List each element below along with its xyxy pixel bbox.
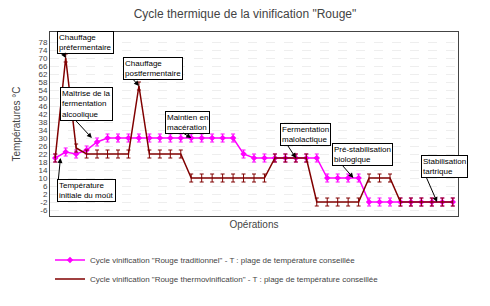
svg-text:Maintien enmacération: Maintien enmacération: [167, 113, 208, 132]
svg-text:66: 66: [38, 62, 47, 71]
svg-text:42: 42: [38, 110, 47, 119]
svg-text:Températureinitiale du moût: Températureinitiale du moût: [59, 181, 114, 200]
svg-text:Stabilisationtartrique: Stabilisationtartrique: [423, 157, 466, 176]
svg-text:Chauffagepostfermentaire: Chauffagepostfermentaire: [125, 59, 181, 78]
svg-text:46: 46: [38, 102, 47, 111]
svg-text:10: 10: [38, 174, 47, 183]
svg-text:Cycle vinification "Rouge ther: Cycle vinification "Rouge thermovinifica…: [90, 275, 378, 284]
svg-text:70: 70: [38, 54, 47, 63]
svg-text:Températures °C: Températures °C: [11, 86, 22, 161]
svg-text:14: 14: [38, 166, 47, 175]
svg-text:6: 6: [43, 182, 48, 191]
svg-text:Opérations: Opérations: [230, 219, 279, 230]
svg-text:Fermentationmalolactique: Fermentationmalolactique: [282, 125, 329, 144]
svg-text:34: 34: [38, 126, 47, 135]
svg-text:Cycle thermique de la vinifica: Cycle thermique de la vinification "Roug…: [134, 7, 357, 21]
svg-text:74: 74: [38, 46, 47, 55]
svg-text:Maîtrise de lafermentationalco: Maîtrise de lafermentationalcoolique: [62, 89, 111, 119]
svg-text:58: 58: [38, 78, 47, 87]
svg-text:22: 22: [38, 150, 47, 159]
svg-text:26: 26: [38, 142, 47, 151]
svg-text:38: 38: [38, 118, 47, 127]
svg-text:-2: -2: [40, 198, 48, 207]
svg-text:Chauffagepréfermentaire: Chauffagepréfermentaire: [59, 33, 112, 52]
svg-text:Cycle vinification "Rouge trad: Cycle vinification "Rouge traditionnel" …: [90, 256, 355, 265]
svg-text:54: 54: [38, 86, 47, 95]
svg-text:Pré-stabilisationbiologique: Pré-stabilisationbiologique: [334, 145, 391, 164]
svg-text:30: 30: [38, 134, 47, 143]
svg-text:18: 18: [38, 158, 47, 167]
svg-text:-6: -6: [40, 206, 48, 215]
svg-text:78: 78: [38, 38, 47, 47]
svg-text:2: 2: [43, 190, 48, 199]
svg-text:62: 62: [38, 70, 47, 79]
svg-text:50: 50: [38, 94, 47, 103]
